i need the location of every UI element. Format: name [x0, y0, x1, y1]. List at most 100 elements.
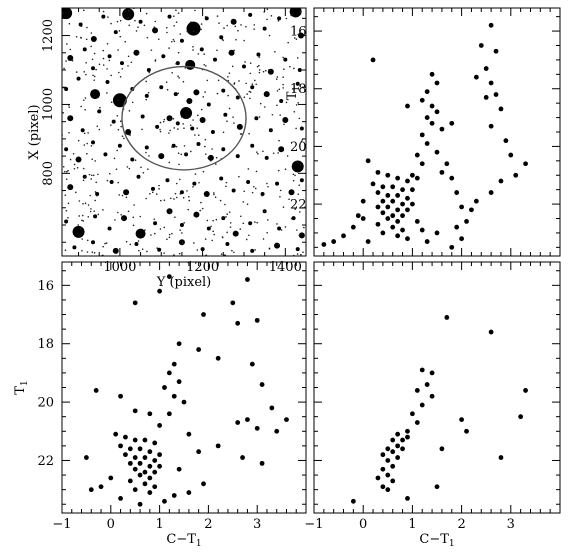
data-point	[449, 175, 455, 181]
field-dot	[73, 167, 76, 170]
field-dot	[86, 26, 88, 29]
star	[144, 93, 149, 98]
field-dot	[158, 188, 160, 190]
data-point	[385, 204, 391, 210]
data-point	[157, 452, 163, 458]
field-dot	[105, 242, 108, 244]
field-dot	[293, 67, 295, 70]
star	[299, 126, 304, 131]
star	[130, 157, 135, 162]
field-dot	[73, 163, 76, 166]
data-point	[360, 216, 366, 221]
field-dot	[83, 71, 86, 73]
field-dot	[177, 152, 180, 154]
field-dot	[192, 49, 194, 51]
star	[196, 142, 201, 147]
field-dot	[104, 242, 106, 245]
field-dot	[147, 91, 150, 94]
field-dot	[183, 127, 185, 130]
field-dot	[80, 105, 82, 108]
star	[219, 176, 224, 181]
field-dot	[83, 9, 85, 12]
x-axis-label: C−T1	[419, 532, 454, 549]
data-point	[395, 455, 401, 460]
field-dot	[287, 41, 289, 44]
star	[185, 59, 196, 70]
star	[250, 85, 255, 90]
data-point	[127, 446, 133, 452]
star	[111, 119, 116, 124]
field-dot	[296, 57, 299, 59]
data-point	[424, 115, 430, 120]
field-dot	[237, 29, 239, 32]
data-point	[419, 132, 425, 138]
field-dot	[274, 50, 276, 53]
data-point	[488, 329, 494, 335]
field-dot	[97, 173, 99, 176]
data-point	[405, 195, 410, 201]
field-dot	[117, 211, 119, 214]
data-point	[375, 169, 381, 175]
y-axis-label: T1	[13, 380, 30, 394]
field-dot	[177, 12, 180, 14]
data-point	[186, 431, 192, 437]
data-point	[483, 94, 489, 100]
data-point	[132, 408, 138, 414]
field-dot	[127, 55, 130, 58]
field-dot	[285, 17, 288, 20]
data-point	[360, 198, 366, 204]
field-dot	[77, 224, 80, 226]
field-dot	[244, 61, 246, 63]
field-dot	[268, 34, 271, 37]
data-point	[414, 152, 420, 158]
data-point	[390, 463, 396, 469]
field-dot	[271, 113, 274, 116]
field-dot	[85, 38, 88, 41]
field-dot	[91, 158, 94, 161]
field-dot	[275, 78, 278, 80]
field-dot	[255, 170, 258, 173]
star	[112, 93, 127, 108]
x-tick-label: 3	[253, 517, 261, 532]
field-dot	[67, 169, 69, 172]
field-dot	[153, 26, 155, 29]
star	[167, 14, 172, 19]
field-dot	[221, 236, 224, 239]
data-point	[390, 198, 396, 204]
star	[72, 225, 85, 238]
star	[113, 30, 118, 35]
field-dot	[109, 172, 111, 175]
data-point	[429, 120, 435, 126]
star	[288, 189, 295, 196]
field-dot	[93, 75, 96, 78]
field-dot	[72, 152, 75, 155]
field-dot	[86, 251, 89, 253]
field-dot	[79, 228, 82, 230]
field-dot	[64, 170, 66, 173]
field-dot	[116, 20, 119, 23]
field-dot	[67, 202, 70, 205]
star	[299, 178, 304, 183]
field-dot	[62, 111, 65, 114]
data-point	[459, 417, 464, 423]
data-point	[414, 388, 420, 393]
field-dot	[179, 193, 182, 195]
data-point	[439, 446, 445, 452]
y-tick-label: 1200	[41, 19, 56, 52]
field-dot	[96, 111, 99, 113]
field-dot	[226, 120, 228, 122]
field-dot	[102, 49, 105, 52]
field-dot	[258, 71, 261, 74]
field-dot	[303, 149, 305, 151]
data-point	[132, 300, 138, 306]
field-dot	[145, 80, 148, 83]
field-dot	[93, 210, 96, 212]
field-dot	[114, 219, 116, 221]
star	[72, 245, 77, 250]
field-dot	[282, 87, 284, 89]
field-dot	[170, 40, 173, 43]
field-dot	[276, 76, 279, 78]
field-dot	[153, 232, 156, 235]
data-point	[269, 405, 275, 411]
